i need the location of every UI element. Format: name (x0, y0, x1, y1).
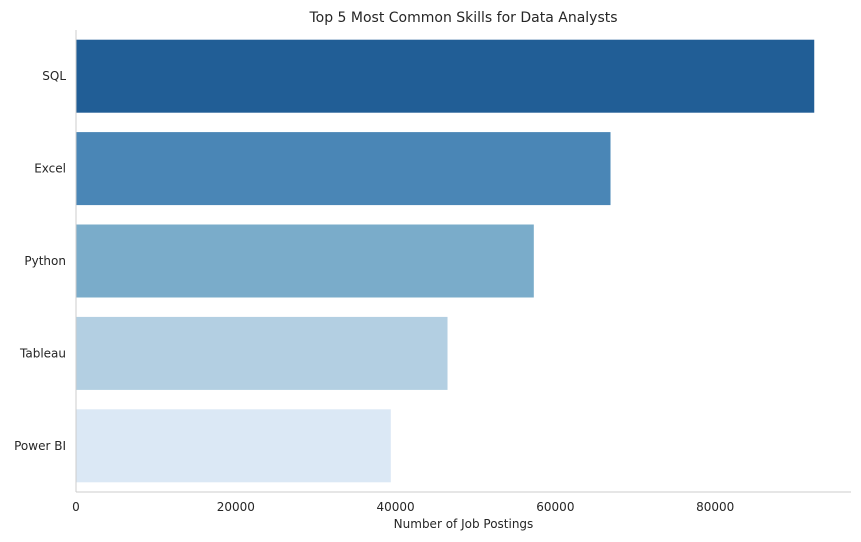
bar-tableau (76, 316, 448, 390)
y-tick-label: SQL (42, 69, 66, 83)
x-axis-label: Number of Job Postings (394, 517, 534, 531)
x-tick-label: 0 (72, 500, 80, 514)
y-tick-label: Tableau (19, 346, 66, 360)
bar-python (76, 224, 534, 298)
bar-power-bi (76, 409, 391, 483)
y-tick-label: Python (24, 254, 66, 268)
x-tick-label: 20000 (217, 500, 255, 514)
axes-group (75, 30, 851, 493)
bars-group (76, 39, 815, 483)
chart-title: Top 5 Most Common Skills for Data Analys… (308, 10, 617, 26)
bar-sql (76, 39, 815, 113)
x-tick-label: 80000 (696, 500, 734, 514)
x-tick-label: 40000 (376, 500, 414, 514)
y-tick-label: Power BI (14, 439, 66, 453)
x-tick-label: 60000 (536, 500, 574, 514)
y-tick-labels: SQL Excel Python Tableau Power BI (14, 69, 66, 453)
bar-excel (76, 132, 611, 206)
x-tick-labels: 0 20000 40000 60000 80000 (72, 500, 734, 514)
y-tick-label: Excel (34, 162, 66, 176)
